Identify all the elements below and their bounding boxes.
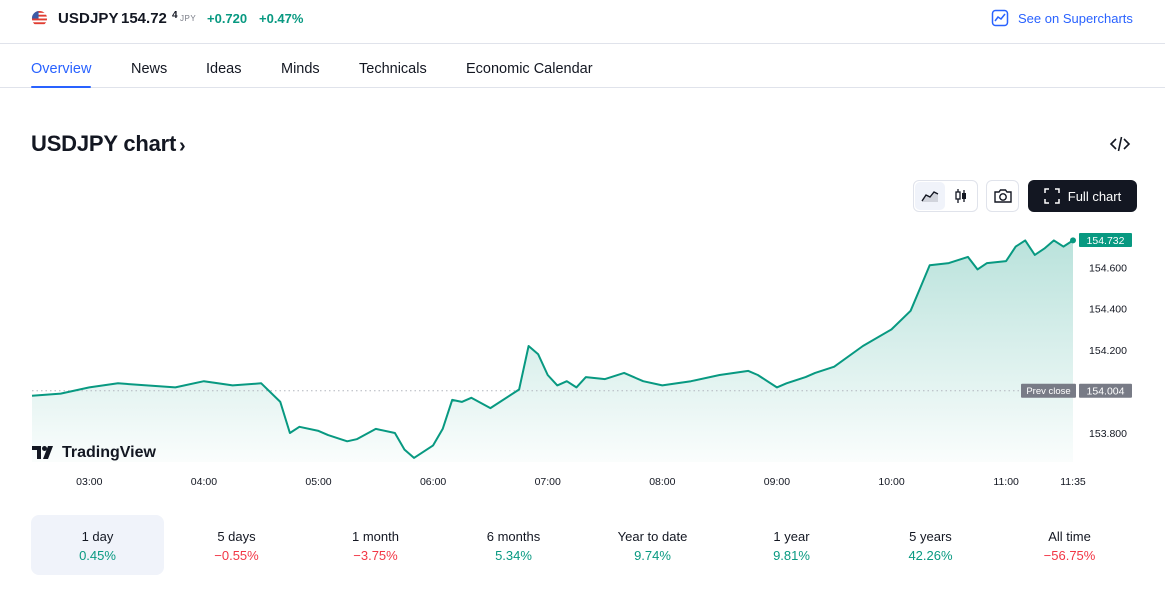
tab-news[interactable]: News (131, 61, 168, 77)
candles-style-button[interactable] (946, 182, 976, 210)
camera-icon (993, 189, 1012, 203)
supercharts-label: See on Supercharts (1018, 10, 1133, 26)
currency-code: JPY (180, 14, 197, 23)
range-1-year[interactable]: 1 year 9.81% (725, 515, 858, 575)
range-1-month[interactable]: 1 month −3.75% (309, 515, 442, 575)
range-label: 1 year (773, 529, 810, 544)
last-price-superscript: 4 (172, 10, 178, 21)
full-chart-label: Full chart (1067, 188, 1122, 204)
tab-minds[interactable]: Minds (281, 61, 320, 77)
tradingview-logo: TradingView (32, 444, 156, 462)
last-price-badge-label: 154.732 (1087, 235, 1125, 247)
x-tick-label: 05:00 (305, 476, 331, 488)
fullscreen-icon (1044, 188, 1060, 204)
range-value: −56.75% (1043, 548, 1096, 563)
tab-overview[interactable]: Overview (31, 61, 92, 88)
symbol-name: USDJPY (58, 10, 119, 27)
last-price: 154.72 (121, 10, 167, 27)
range-label: 5 years (909, 529, 952, 544)
symbol-header: USDJPY 154.72 4 JPY +0.720 +0.47% See on… (0, 0, 1165, 44)
x-tick-label: 04:00 (191, 476, 217, 488)
performance-ranges: 1 day 0.45% 5 days −0.55% 1 month −3.75%… (31, 515, 1137, 576)
x-tick-label: 09:00 (764, 476, 790, 488)
range-5-years[interactable]: 5 years 42.26% (864, 515, 997, 575)
tab-bar: Overview News Ideas Minds Technicals Eco… (0, 44, 1165, 88)
y-tick-label: 154.400 (1089, 304, 1127, 316)
price-area-fill (32, 240, 1073, 462)
price-change-percent: +0.47% (259, 11, 304, 26)
tradingview-brand-text: TradingView (62, 444, 156, 461)
chart-title[interactable]: USDJPY chart (31, 131, 177, 156)
range-value: −3.75% (353, 548, 398, 563)
chart-icon (991, 9, 1009, 27)
tradingview-logo-icon (32, 446, 53, 459)
tab-technicals[interactable]: Technicals (359, 61, 427, 77)
range-label: 6 months (486, 529, 541, 544)
range-value: 42.26% (908, 548, 953, 563)
range-5-days[interactable]: 5 days −0.55% (170, 515, 303, 575)
range-1-day[interactable]: 1 day 0.45% (31, 515, 164, 575)
prev-close-value-label: 154.004 (1087, 386, 1125, 398)
price-line (31, 239, 1074, 459)
code-embed-icon[interactable] (1109, 134, 1131, 154)
range-value: 5.34% (495, 548, 532, 563)
flag-us-icon (31, 10, 48, 27)
range-year-to-date[interactable]: Year to date 9.74% (586, 515, 719, 575)
x-tick-label: 10:00 (878, 476, 904, 488)
range-value: −0.55% (214, 548, 259, 563)
range-all-time[interactable]: All time −56.75% (1003, 515, 1136, 575)
range-value: 0.45% (79, 548, 116, 563)
price-chart[interactable]: 153.800 154.200 154.400 154.600 154.732 Prev … (0, 224, 1165, 492)
candles-icon (955, 189, 966, 203)
prev-close-badge-label: Prev close (1026, 386, 1070, 397)
range-value: 9.81% (773, 548, 810, 563)
y-tick-label: 154.200 (1089, 345, 1127, 357)
chart-style-toggle (913, 180, 978, 212)
x-tick-label: 08:00 (649, 476, 675, 488)
range-label: 5 days (217, 529, 256, 544)
last-price-badge (1079, 232, 1132, 247)
price-change: +0.720 (207, 11, 248, 26)
x-tick-label: 11:35 (1060, 476, 1086, 488)
area-style-button[interactable] (915, 182, 945, 210)
prev-close-badge (1021, 383, 1076, 398)
see-on-supercharts-link[interactable]: See on Supercharts (991, 9, 1133, 27)
prev-close-value-badge (1079, 383, 1132, 398)
tab-ideas[interactable]: Ideas (206, 61, 242, 77)
last-price-dot (1070, 237, 1076, 244)
range-label: 1 month (352, 529, 399, 544)
range-value: 9.74% (634, 548, 671, 563)
area-chart-icon (921, 191, 939, 202)
tab-economic-calendar[interactable]: Economic Calendar (466, 61, 593, 77)
range-label: Year to date (617, 529, 688, 544)
range-label: 1 day (81, 529, 114, 544)
range-label: All time (1048, 529, 1091, 544)
chart-title-chevron-icon[interactable]: › (179, 135, 186, 157)
y-tick-label: 153.800 (1089, 428, 1127, 440)
x-tick-label: 03:00 (76, 476, 102, 488)
range-6-months[interactable]: 6 months 5.34% (447, 515, 580, 575)
full-chart-button[interactable]: Full chart (1028, 180, 1137, 212)
y-tick-label: 154.600 (1089, 262, 1127, 274)
x-tick-label: 06:00 (420, 476, 446, 488)
x-tick-label: 07:00 (535, 476, 561, 488)
x-tick-label: 11:00 (993, 476, 1019, 488)
snapshot-button[interactable] (986, 180, 1019, 212)
